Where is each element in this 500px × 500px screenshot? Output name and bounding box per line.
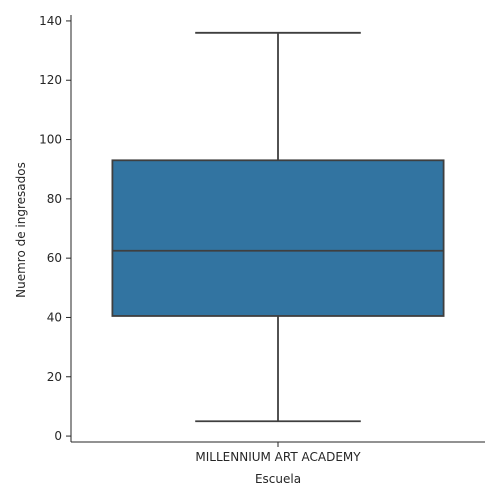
box-plot-series (111, 31, 445, 423)
y-tick-label: 20 (47, 370, 62, 384)
iqr-box (111, 159, 445, 317)
y-axis-label: Nuemro de ingresados (14, 162, 28, 298)
y-tick-label: 140 (39, 14, 62, 28)
y-tick-label: 60 (47, 251, 62, 265)
x-axis-label: Escuela (255, 472, 301, 486)
y-tick-label: 100 (39, 133, 62, 147)
y-tick-label: 120 (39, 73, 62, 87)
box-group (111, 31, 445, 423)
y-tick-label: 0 (54, 429, 62, 443)
y-axis-ticks: 0 20 40 60 80 100 120 140 (39, 14, 71, 443)
x-tick-label: MILLENNIUM ART ACADEMY (195, 450, 361, 464)
y-tick-label: 40 (47, 310, 62, 324)
x-axis-ticks: MILLENNIUM ART ACADEMY (195, 442, 361, 464)
y-tick-label: 80 (47, 192, 62, 206)
